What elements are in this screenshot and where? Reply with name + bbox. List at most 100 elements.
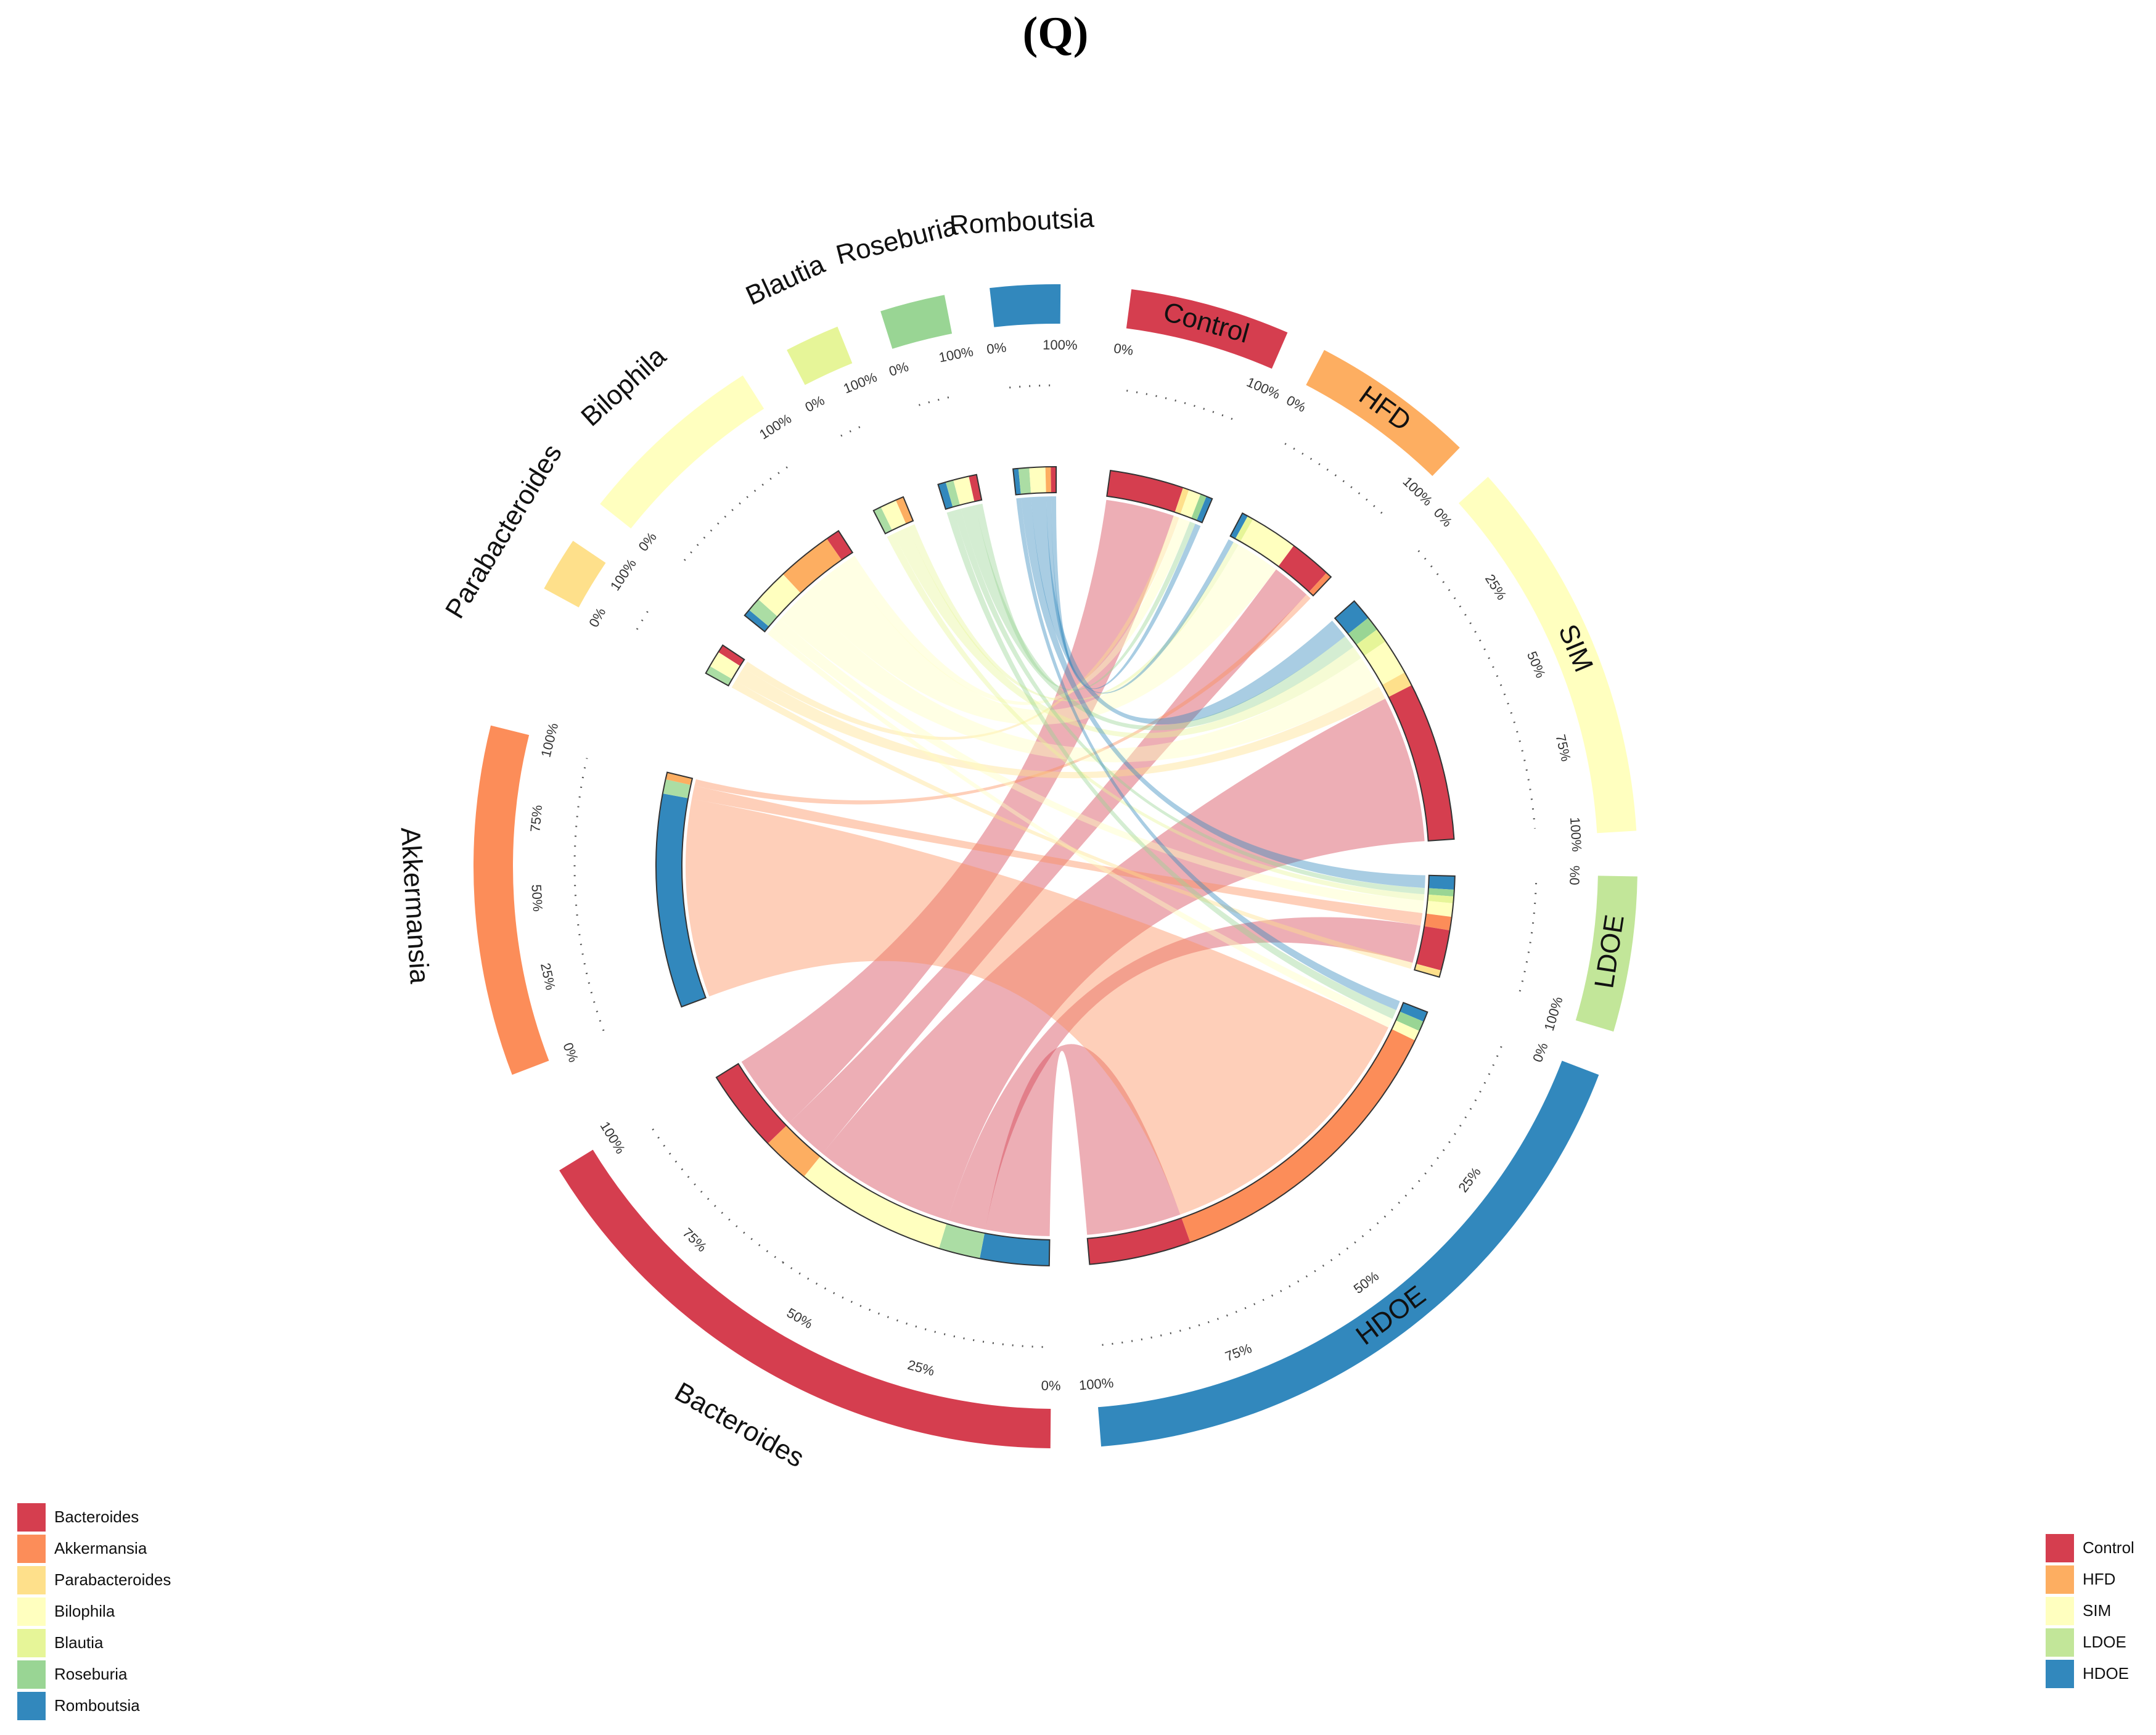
legend-swatch-parabacteroides [17, 1566, 46, 1594]
legend-swatch-hfd [2046, 1565, 2074, 1594]
inner-track-blautia [872, 496, 914, 535]
tick-hdoe-3: 75% [1223, 1340, 1254, 1364]
inner-seg-bilophila-ldoe [748, 599, 778, 627]
tick-bacteroides-1: 25% [906, 1357, 936, 1379]
tick-akkermansia-1: 25% [538, 962, 559, 991]
inner-seg-hdoe-bilophila [1392, 1020, 1420, 1041]
outer-arc-roseburia [880, 295, 953, 349]
sector-bilophila: 0% 100% Bilophila [575, 341, 794, 561]
outer-arc-ldoe [1575, 876, 1637, 1032]
legend-label-romboutsia: Romboutsia [54, 1696, 140, 1715]
link-akkermansia-hfd [694, 594, 1311, 805]
inner-outline-control [1106, 470, 1213, 523]
tick-hdoe-0: 0% [1530, 1041, 1551, 1065]
inner-outline-blautia [872, 496, 914, 535]
tick-bacteroides-4: 100% [597, 1119, 628, 1157]
legend-swatch-bacteroides [17, 1503, 46, 1532]
label-parabacteroides: Parabacteroides [440, 439, 568, 623]
inner-seg-bilophila-control [827, 530, 853, 560]
inner-seg-hdoe-akkermansia [1181, 1029, 1416, 1243]
inner-outline-hfd [1229, 512, 1332, 597]
inner-seg-control-roseburia [1191, 494, 1207, 520]
inner-seg-roseburia-control [969, 474, 982, 502]
outer-arc-bilophila [600, 375, 764, 529]
sector-romboutsia: 0% 100% Romboutsia [949, 203, 1095, 389]
inner-seg-sim-blautia [1356, 629, 1386, 656]
inner-seg-roseburia-hdoe [938, 482, 953, 509]
inner-seg-akkermansia-hdoe [656, 794, 706, 1007]
inner-seg-bacteroides-sim [803, 1156, 947, 1249]
tick-akkermansia-0: 0% [560, 1041, 581, 1065]
legend-swatch-romboutsia [17, 1692, 46, 1720]
sector-ldoe: 0%100%LDOE [1518, 866, 1637, 1033]
label-akkermansia: Akkermansia [395, 826, 435, 985]
inner-seg-hfd-bacteroides [1278, 545, 1327, 592]
tick-bilophila-0: 0% [635, 529, 659, 554]
inner-track-sim [1334, 600, 1455, 842]
outer-arc-bacteroides [559, 1149, 1051, 1448]
link-parabacteroides-sim [735, 668, 1385, 779]
inner-seg-bilophila-sim [758, 574, 801, 617]
outer-arc-parabacteroides [544, 541, 606, 608]
inner-seg-bacteroides-hfd [768, 1125, 821, 1177]
tick-roseburia-1: 100% [938, 343, 975, 365]
inner-seg-blautia-sim [880, 500, 906, 530]
legend-swatch-akkermansia [17, 1535, 46, 1563]
tick-hfd-0: 0% [1284, 392, 1309, 415]
links-layer [686, 496, 1425, 1236]
guide-ldoe [1518, 883, 1538, 995]
guide-parabacteroides [636, 604, 654, 630]
label-bilophila: Bilophila [575, 341, 672, 432]
inner-seg-sim-bacteroides [1388, 685, 1454, 841]
legend-label-sim: SIM [2083, 1601, 2111, 1620]
sector-hfd: 0%100%HFD [1284, 350, 1460, 515]
guide-bilophila [683, 464, 791, 561]
inner-outline-ldoe [1413, 874, 1456, 978]
tick-sim-0: 0% [1431, 505, 1456, 530]
inner-seg-control-parabacteroides [1174, 487, 1189, 514]
tick-hdoe-4: 100% [1078, 1375, 1114, 1393]
inner-seg-romboutsia-sim [1029, 467, 1046, 494]
outer-arc-akkermansia [473, 725, 549, 1075]
tick-bacteroides-2: 50% [784, 1305, 816, 1331]
tick-sim-3: 75% [1552, 733, 1573, 763]
outer-arc-blautia [787, 326, 853, 385]
inner-seg-akkermansia-ldoe [662, 779, 691, 798]
legend-genera: Bacteroides Akkermansia Parabacteroides Bil… [17, 1503, 171, 1720]
inner-outline-sim [1334, 600, 1455, 842]
inner-seg-blautia-hfd [895, 496, 914, 524]
inner-seg-sim-roseburia [1348, 617, 1377, 645]
inner-track-romboutsia [1012, 466, 1057, 496]
tick-bilophila-1: 100% [756, 411, 794, 442]
legend-swatch-sim [2046, 1597, 2074, 1625]
inner-seg-sim-romboutsia [1335, 601, 1369, 634]
link-bacteroides-hdoe [985, 1044, 1181, 1236]
legend-label-blautia: Blautia [54, 1633, 104, 1652]
link-bilophila-hfd [803, 544, 1276, 725]
link-roseburia-ldoe [954, 508, 1425, 895]
link-akkermansia-hdoe [686, 798, 1388, 1215]
inner-seg-ldoe-blautia [1427, 894, 1454, 904]
link-blautia-sim [893, 527, 1361, 739]
legend-swatch-ldoe [2046, 1628, 2074, 1657]
legend-label-ldoe: LDOE [2083, 1633, 2126, 1651]
sector-sim: 0%25%50%75%100%SIM [1417, 477, 1637, 852]
link-bacteroides-ldoe [948, 917, 1421, 1230]
legend-label-hdoe: HDOE [2083, 1664, 2129, 1683]
inner-track-hfd [1229, 512, 1332, 597]
legend-label-control: Control [2083, 1538, 2134, 1557]
tick-parabacteroides-0: 0% [586, 605, 609, 630]
tick-parabacteroides-1: 100% [607, 556, 639, 594]
legend-label-akkermansia: Akkermansia [54, 1539, 147, 1557]
tick-akkermansia-4: 100% [538, 721, 561, 759]
tick-blautia-0: 0% [803, 392, 827, 415]
inner-seg-bacteroides-hdoe [980, 1233, 1050, 1266]
inner-seg-ldoe-akkermansia [1424, 913, 1452, 931]
tick-romboutsia-1: 100% [1043, 337, 1077, 353]
inner-track-control [1106, 470, 1213, 523]
tick-control-0: 0% [1113, 340, 1134, 358]
outer-arc-hdoe [1098, 1060, 1599, 1447]
legend-label-hfd: HFD [2083, 1570, 2115, 1588]
inner-seg-sim-bilophila [1364, 641, 1405, 685]
